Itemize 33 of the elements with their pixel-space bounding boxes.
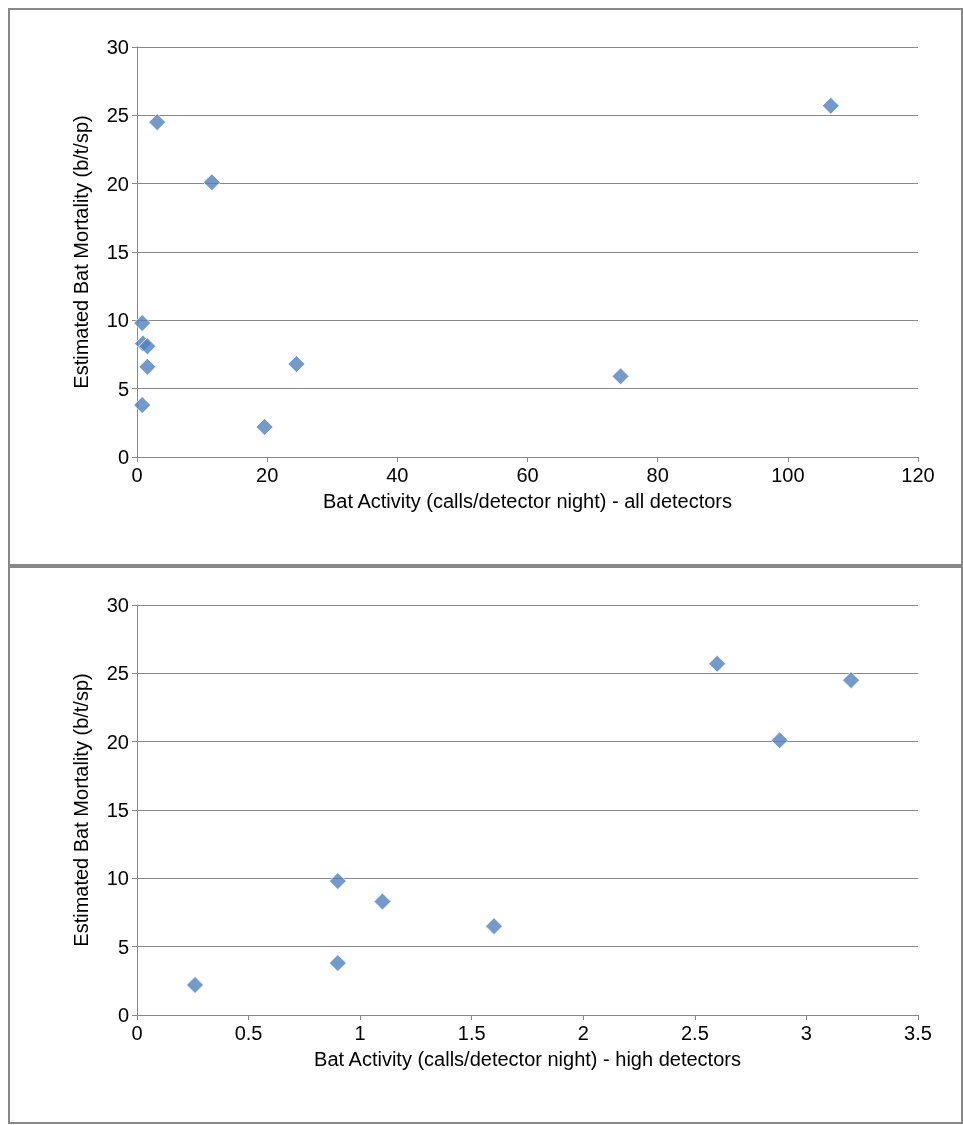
y-axis-title: Estimated Bat Mortality (b/t/sp) [70,115,92,389]
y-tick-label: 0 [117,446,129,468]
x-tick-label: 0 [131,1022,143,1044]
y-tick-label: 15 [106,241,129,263]
y-tick-label: 15 [106,799,129,821]
y-tick-label: 5 [117,935,129,958]
x-tick-label: 100 [771,464,805,486]
x-tick-label: 3.5 [904,1022,932,1044]
y-tick-label: 10 [106,867,129,890]
y-tick-label: 10 [106,309,129,332]
x-tick-label: 0.5 [234,1022,263,1044]
x-tick-label: 0 [131,464,143,486]
y-tick-label: 20 [106,730,129,753]
x-tick-label: 120 [901,464,935,486]
x-tick-label: 1.5 [457,1022,486,1044]
x-tick-label: 40 [386,464,409,486]
y-tick-label: 30 [106,594,129,616]
x-tick-label: 3 [800,1022,812,1044]
y-axis-title: Estimated Bat Mortality (b/t/sp) [70,673,92,947]
y-tick-label: 20 [106,172,129,195]
y-tick-label: 5 [117,377,129,400]
x-axis-title: Bat Activity (calls/detector night) - high detectors [314,1048,741,1070]
y-tick-label: 25 [106,662,129,685]
x-tick-label: 2.5 [680,1022,709,1044]
y-tick-label: 30 [106,36,129,58]
x-tick-label: 1 [354,1022,366,1044]
x-tick-label: 80 [646,464,669,486]
x-tick-label: 60 [516,464,539,486]
x-tick-label: 20 [256,464,279,486]
y-tick-label: 0 [117,1004,129,1026]
x-tick-label: 2 [577,1022,589,1044]
x-axis-title: Bat Activity (calls/detector night) - all detectors [322,490,733,512]
y-tick-label: 25 [106,104,129,127]
